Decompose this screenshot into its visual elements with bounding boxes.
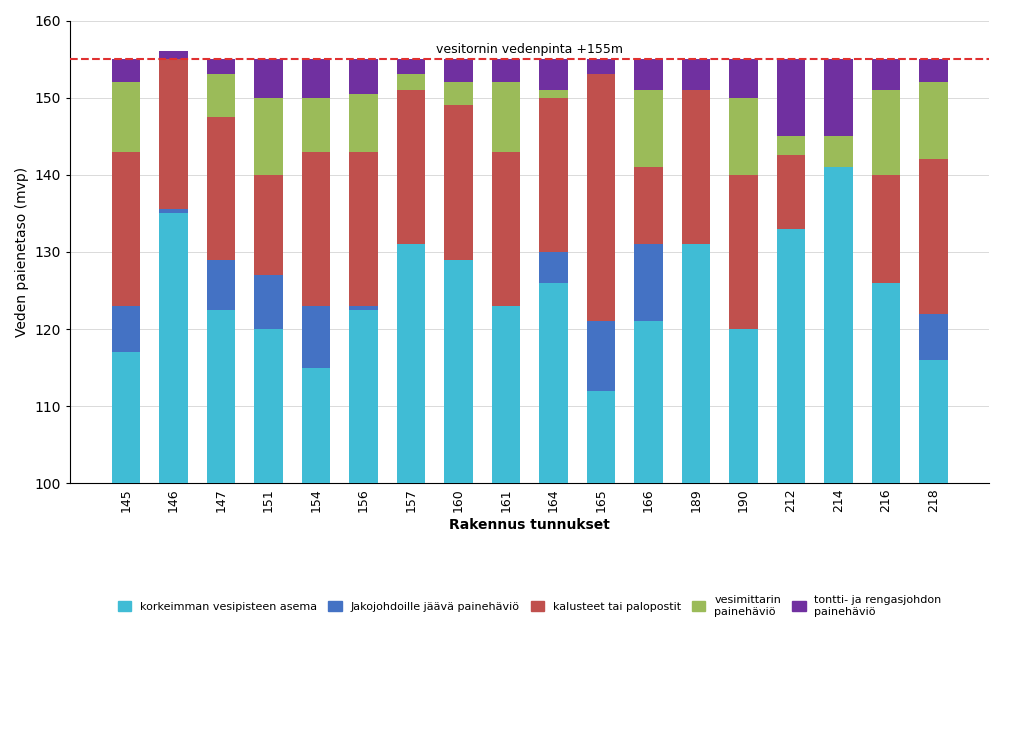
- Bar: [729, 98, 758, 174]
- Bar: [349, 59, 378, 94]
- Bar: [920, 314, 947, 360]
- Bar: [776, 156, 805, 229]
- Bar: [349, 152, 378, 306]
- Bar: [540, 252, 567, 283]
- Bar: [682, 90, 711, 244]
- Bar: [302, 152, 331, 306]
- Bar: [349, 306, 378, 310]
- Bar: [444, 82, 473, 105]
- Bar: [776, 59, 805, 136]
- Bar: [254, 275, 283, 329]
- Bar: [207, 74, 236, 117]
- Bar: [871, 174, 900, 283]
- Bar: [302, 98, 331, 152]
- Bar: [682, 244, 711, 484]
- Bar: [396, 59, 425, 74]
- Bar: [207, 59, 236, 74]
- Bar: [634, 244, 663, 321]
- Bar: [160, 59, 187, 210]
- Bar: [587, 59, 615, 74]
- Bar: [776, 229, 805, 484]
- Bar: [302, 306, 331, 368]
- Bar: [540, 98, 567, 252]
- Bar: [492, 82, 520, 152]
- Bar: [920, 59, 947, 82]
- X-axis label: Rakennus tunnukset: Rakennus tunnukset: [450, 517, 610, 532]
- Bar: [634, 59, 663, 90]
- Bar: [871, 283, 900, 484]
- Bar: [729, 174, 758, 329]
- Bar: [207, 259, 236, 310]
- Bar: [587, 391, 615, 484]
- Bar: [682, 59, 711, 90]
- Bar: [776, 136, 805, 156]
- Bar: [587, 321, 615, 391]
- Bar: [634, 90, 663, 167]
- Bar: [160, 214, 187, 484]
- Bar: [254, 98, 283, 174]
- Legend: korkeimman vesipisteen asema, Jakojohdoille jäävä painehäviö, kalusteet tai palo: korkeimman vesipisteen asema, Jakojohdoi…: [114, 591, 946, 621]
- Bar: [634, 167, 663, 244]
- Bar: [634, 321, 663, 484]
- Bar: [349, 310, 378, 484]
- Bar: [824, 167, 853, 484]
- Text: vesitornin vedenpinta +155m: vesitornin vedenpinta +155m: [436, 43, 624, 56]
- Bar: [492, 152, 520, 306]
- Bar: [492, 306, 520, 484]
- Bar: [729, 59, 758, 98]
- Bar: [540, 59, 567, 90]
- Bar: [871, 59, 900, 90]
- Bar: [587, 74, 615, 321]
- Bar: [160, 51, 187, 59]
- Bar: [871, 90, 900, 174]
- Bar: [444, 59, 473, 82]
- Bar: [540, 283, 567, 484]
- Bar: [207, 117, 236, 259]
- Bar: [254, 59, 283, 98]
- Bar: [112, 82, 140, 152]
- Bar: [302, 59, 331, 98]
- Bar: [349, 94, 378, 152]
- Bar: [540, 90, 567, 98]
- Bar: [254, 174, 283, 275]
- Bar: [396, 90, 425, 244]
- Bar: [254, 329, 283, 484]
- Bar: [729, 329, 758, 484]
- Bar: [112, 352, 140, 484]
- Bar: [160, 210, 187, 214]
- Bar: [112, 59, 140, 82]
- Y-axis label: Veden paienetaso (mvp): Veden paienetaso (mvp): [15, 167, 29, 337]
- Bar: [207, 310, 236, 484]
- Bar: [112, 152, 140, 306]
- Bar: [302, 368, 331, 484]
- Bar: [112, 306, 140, 352]
- Bar: [824, 136, 853, 167]
- Bar: [444, 105, 473, 259]
- Bar: [492, 59, 520, 82]
- Bar: [920, 82, 947, 159]
- Bar: [444, 259, 473, 484]
- Bar: [396, 244, 425, 484]
- Bar: [396, 74, 425, 90]
- Bar: [824, 59, 853, 136]
- Bar: [920, 360, 947, 484]
- Bar: [920, 159, 947, 314]
